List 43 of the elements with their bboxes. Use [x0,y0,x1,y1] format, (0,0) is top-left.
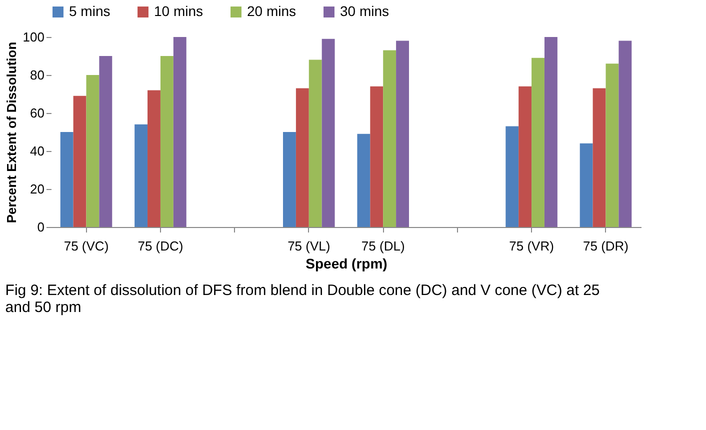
legend-label: 5 mins [69,3,110,19]
bar [357,134,370,227]
bar [173,37,186,227]
bar [506,126,519,227]
x-tick-label: 75 (DR) [582,238,629,254]
bar [383,50,396,227]
x-axis-title: Speed (rpm) [306,256,388,272]
x-tick-label: 75 (VL) [288,238,330,254]
legend-label: 30 mins [340,3,390,19]
bar [518,86,532,227]
y-tick-label: 40 [30,144,44,158]
bar [370,86,384,227]
y-tick-label: 80 [30,68,44,82]
bar [283,132,296,227]
bar [544,37,558,227]
legend-label: 10 mins [154,3,204,19]
bar [396,40,409,227]
bar [592,88,606,227]
caption: Fig 9: Extent of dissolution of DFS from blend in Double cone (DC) and V cone (VC) at 25 and 50 rpm [5,282,600,316]
y-tick-label: 60 [30,106,44,120]
bar [308,60,322,227]
x-tick-label: 75 (DL) [361,238,405,254]
bar [160,56,174,227]
y-axis-title: Percent Extent of Dissolution [4,42,19,224]
bar [618,40,632,227]
bar [532,58,544,227]
bar [322,38,335,227]
bar [606,64,619,227]
bar [296,88,309,227]
bar [86,75,100,227]
y-tick-label: 20 [30,182,44,196]
bar [60,132,74,227]
x-tick-label: 75 (VR) [509,238,554,254]
bar [580,143,593,227]
y-tick-label: 0 [37,220,44,234]
x-tick-label: 75 (VC) [64,238,109,254]
bar [148,90,160,227]
y-tick-label: 100 [22,30,44,44]
bar [134,124,148,227]
legend-label: 20 mins [247,3,296,19]
bar [73,96,86,227]
bar [99,56,112,227]
x-tick-label: 75 (DC) [138,238,184,254]
